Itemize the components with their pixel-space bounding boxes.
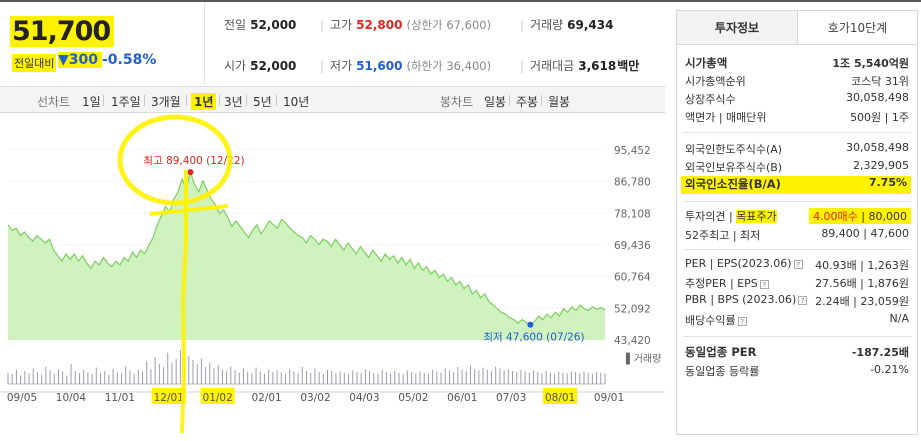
- row-industry-change[interactable]: 동일업종 등락률 -0.21%: [685, 363, 909, 378]
- tab-weekly-candle[interactable]: 주봉: [516, 95, 539, 109]
- candle-chart-label: 봉차트: [440, 95, 474, 109]
- x-tick-label: 09/01: [594, 392, 624, 404]
- stat-volume: | 거래량 69,434: [520, 18, 614, 32]
- row-dividend: 배당수익률? N/A: [685, 312, 909, 327]
- x-tick-label: 05/02: [398, 392, 428, 404]
- x-tick-highlight: [151, 388, 186, 404]
- help-icon: ?: [737, 316, 747, 326]
- tab-3years[interactable]: 3년: [224, 95, 243, 109]
- price-stats: 전일 52,000 | 고가 52,800 (상한가 67,600) | 거래량 69,43…: [210, 2, 665, 84]
- change-label: 전일대비: [12, 54, 57, 72]
- volume-label: ▌거래량: [625, 352, 661, 365]
- stat-trade-value: | 거래대금 3,618백만: [520, 59, 640, 73]
- stat-low: | 저가 51,600 (하한가 36,400): [320, 59, 492, 73]
- help-icon: ?: [759, 279, 769, 289]
- y-tick-label: 95,452: [614, 145, 651, 157]
- x-tick-highlight: [200, 388, 235, 404]
- tab-daily-candle[interactable]: 일봉: [484, 95, 507, 109]
- x-tick-label: 09/05: [7, 392, 37, 404]
- row-market-cap: 시가총액 1조 5,540억원: [685, 56, 909, 70]
- change-amount: ▼300: [58, 52, 103, 68]
- row-foreign-hold: 외국인보유주식수(B) 2,329,905: [685, 159, 909, 174]
- row-opinion: 투자의견 | 목표주가 4.00매수 | 80,000: [681, 208, 911, 225]
- x-tick-label: 02/01: [251, 392, 281, 404]
- tab-order-book[interactable]: 호가10단계: [798, 11, 917, 45]
- stat-open: 시가 52,000: [224, 59, 297, 73]
- help-icon: ?: [798, 295, 808, 305]
- row-cap-rank[interactable]: 시가총액순위 코스닥 31위: [685, 75, 909, 88]
- row-par: 액면가 | 매매단위 500원 | 1주: [685, 111, 909, 124]
- row-foreign-ratio[interactable]: 외국인소진율(B/A) 7.75%: [681, 176, 911, 194]
- current-price: 51,700: [10, 16, 115, 47]
- x-tick-label: 06/01: [447, 392, 477, 404]
- x-tick-highlight: [543, 388, 578, 404]
- tab-1year[interactable]: 1년: [191, 93, 217, 110]
- x-tick-label: 10/04: [56, 392, 87, 404]
- high-point: [187, 169, 194, 176]
- row-per-eps: PER | EPS(2023.06)? 40.93배 | 1,263원: [685, 257, 909, 272]
- row-52week: 52주최고 | 최저 89,400 | 47,600: [685, 227, 909, 242]
- low-annotation: 최저 47,600 (07/26): [483, 332, 584, 344]
- tab-monthly-candle[interactable]: 월봉: [548, 95, 571, 109]
- high-annotation: 최고 89,400 (12/22): [143, 155, 244, 167]
- price-chart-svg: 95,452 86,780 78,108 69,436 60,764 52,092 43,4…: [0, 145, 665, 404]
- x-tick-label: 03/02: [300, 392, 330, 404]
- y-tick-label: 69,436: [614, 240, 651, 252]
- low-point: [527, 321, 534, 328]
- y-tick-label: 52,092: [614, 303, 651, 315]
- help-icon: ?: [793, 259, 803, 269]
- price-line: [7, 169, 606, 326]
- y-tick-label: 78,108: [614, 208, 651, 220]
- y-tick-label: 43,420: [614, 335, 651, 347]
- tab-3months[interactable]: 3개월: [151, 95, 181, 109]
- tab-5years[interactable]: 5년: [253, 95, 272, 109]
- x-tick-label: 12/01: [154, 392, 184, 404]
- tab-investment-info[interactable]: 투자정보: [677, 11, 798, 45]
- chart-period-tabs: 선차트 1일 1주일 3개월 1년 3년 5년 10년 봉차트 일봉 주봉 월봉: [0, 86, 665, 113]
- x-tick-label: 08/01: [545, 392, 575, 404]
- price-chart[interactable]: 95,452 86,780 78,108 69,436 60,764 52,092 43,4…: [0, 114, 665, 437]
- tab-1week[interactable]: 1주일: [111, 95, 141, 109]
- tab-10years[interactable]: 10년: [283, 95, 310, 109]
- stat-high: | 고가 52,800 (상한가 67,600): [320, 18, 492, 32]
- line-chart-label: 선차트: [37, 95, 71, 109]
- y-tick-label: 60,764: [614, 272, 651, 284]
- row-shares: 상장주식수 30,058,498: [685, 91, 909, 106]
- x-tick-label: 04/03: [349, 392, 379, 404]
- x-tick-label: 01/02: [203, 392, 233, 404]
- info-panel: 투자정보 호가10단계 시가총액 1조 5,540억원 시가총액순위 코스닥 31위…: [676, 10, 918, 435]
- row-pbr-bps: PBR | BPS (2023.06)? 2.24배 | 23,059원: [685, 293, 909, 308]
- y-tick-label: 86,780: [614, 177, 651, 189]
- down-arrow-icon: ▼: [58, 52, 69, 68]
- tab-1day[interactable]: 1일: [82, 95, 101, 109]
- x-tick-label: 07/03: [496, 392, 526, 404]
- price-box: 51,700 전일대비 ▼300 -0.58%: [0, 2, 205, 84]
- change-percent: -0.58%: [102, 52, 157, 68]
- price-area: [8, 172, 605, 340]
- x-tick-label: 11/01: [105, 392, 135, 404]
- stat-prev-close: 전일 52,000: [224, 18, 297, 32]
- top-border: [0, 0, 921, 2]
- row-foreign-limit: 외국인한도주식수(A) 30,058,498: [685, 141, 909, 156]
- row-est-per: 추정PER | EPS? 27.56배 | 1,876원: [685, 277, 909, 290]
- row-industry-per[interactable]: 동일업종 PER -187.25배: [685, 345, 909, 359]
